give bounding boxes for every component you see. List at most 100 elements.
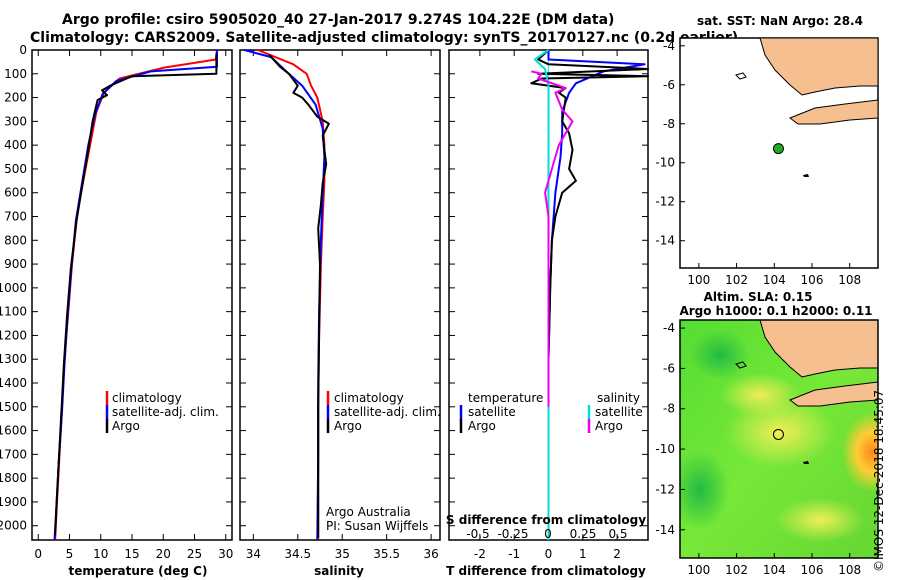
salinity-x-ticks: 34 34.5 35 35.5 36 bbox=[246, 50, 439, 561]
map-y-tick-label: -8 bbox=[663, 117, 675, 131]
legend-label-argo: Argo bbox=[334, 419, 362, 433]
legend-label-s-satellite: satellite bbox=[595, 405, 643, 419]
difference-x-tick-label: 2 bbox=[613, 547, 621, 561]
depth-tick-label: 1200 bbox=[0, 328, 27, 342]
temperature-x-tick-label: 5 bbox=[66, 547, 74, 561]
plot-title-line-1: Argo profile: csiro 5905020_40 27-Jan-20… bbox=[62, 12, 615, 28]
map-y-tick-label: -4 bbox=[663, 39, 675, 53]
difference-xlabel: T difference from climatology bbox=[446, 564, 646, 578]
depth-tick-label: 100 bbox=[4, 67, 27, 81]
sla-map-title-2: Argo h1000: 0.1 h2000: 0.11 bbox=[679, 304, 872, 318]
map-y-tick-label: -8 bbox=[663, 402, 675, 416]
plot-title-line-2: Climatology: CARS2009. Satellite-adjuste… bbox=[30, 30, 739, 46]
legend-label-s-argo: Argo bbox=[595, 419, 623, 433]
difference-profiles bbox=[530, 49, 649, 540]
profile-location-marker bbox=[772, 143, 784, 155]
map-y-tick-label: -4 bbox=[663, 321, 675, 335]
salinity-difference-tick-label: 0.5 bbox=[608, 527, 627, 541]
salinity-x-tick-label: 34 bbox=[246, 547, 261, 561]
salinity-difference-tick-label: -0.5 bbox=[466, 527, 489, 541]
legend-label-satellite: satellite-adj. clim. bbox=[334, 405, 441, 419]
island-contour bbox=[735, 361, 747, 369]
temperature-x-tick-label: 10 bbox=[93, 547, 108, 561]
sst-map-ticks: 100 102 104 106 108 -4 -6 -8 -10 -12 -14 bbox=[655, 39, 861, 287]
depth-tick-label: 1500 bbox=[0, 400, 27, 414]
difference-x-tick-label: 0 bbox=[545, 547, 553, 561]
sla-warm-region bbox=[775, 498, 865, 542]
depth-axis: 0 100 200 300 400 500 600 700 800 900 1000 1100 1200… bbox=[0, 43, 648, 533]
temperature-line-climatology bbox=[54, 49, 218, 541]
depth-tick-label: 1000 bbox=[0, 281, 27, 295]
legend-label-climatology: climatology bbox=[334, 391, 404, 405]
difference-line-salinity-satellite bbox=[533, 49, 550, 540]
depth-tick-label: 1700 bbox=[0, 447, 27, 461]
map-x-tick-label: 104 bbox=[763, 563, 786, 577]
depth-tick-label: 1800 bbox=[0, 471, 27, 485]
map-y-tick-label: -14 bbox=[655, 523, 675, 537]
map-x-tick-label: 102 bbox=[725, 273, 748, 287]
difference-line-salinity-argo bbox=[531, 70, 574, 407]
christmas-island bbox=[803, 461, 809, 464]
legend-label-t-satellite: satellite bbox=[468, 405, 516, 419]
sst-map-title: sat. SST: NaN Argo: 28.4 bbox=[697, 14, 863, 28]
java-land bbox=[788, 99, 878, 125]
salinity-difference-tick-label: 0.25 bbox=[570, 527, 597, 541]
depth-tick-label: 1900 bbox=[0, 495, 27, 509]
map-x-tick-label: 108 bbox=[838, 563, 861, 577]
temperature-profiles bbox=[53, 49, 218, 541]
sla-low-region bbox=[690, 330, 750, 380]
map-x-tick-label: 104 bbox=[763, 273, 786, 287]
christmas-island bbox=[803, 174, 809, 177]
difference-x-ticks: -2 -1 0 1 2 bbox=[474, 50, 621, 561]
map-x-tick-label: 106 bbox=[801, 273, 824, 287]
temperature-line-argo bbox=[54, 53, 218, 536]
temperature-x-tick-label: 0 bbox=[34, 547, 42, 561]
difference-line-temperature-argo bbox=[530, 49, 649, 536]
sst-map-land bbox=[712, 38, 878, 177]
legend-label-argo: Argo bbox=[112, 419, 140, 433]
salinity-difference-ticks: -0.5 -0.25 0 0.25 0.5 bbox=[466, 527, 627, 541]
salinity-legend: climatology satellite-adj. clim. Argo bbox=[326, 391, 441, 433]
difference-x-tick-label: 1 bbox=[579, 547, 587, 561]
map-y-tick-label: -14 bbox=[655, 234, 675, 248]
depth-tick-label: 800 bbox=[4, 233, 27, 247]
salinity-x-tick-label: 35.5 bbox=[373, 547, 400, 561]
salinity-profiles bbox=[244, 49, 330, 541]
profile-location-marker bbox=[772, 428, 784, 440]
temperature-line-satellite-adj-clim- bbox=[53, 50, 218, 541]
salinity-difference-tick-label: -0.25 bbox=[497, 527, 528, 541]
difference-x-tick-label: -1 bbox=[508, 547, 520, 561]
legend-label-satellite: satellite-adj. clim. bbox=[112, 405, 219, 419]
temperature-x-tick-label: 20 bbox=[156, 547, 171, 561]
map-y-tick-label: -12 bbox=[655, 482, 675, 496]
sla-map-title-1: Altim. SLA: 0.15 bbox=[704, 290, 813, 304]
legend-label-climatology: climatology bbox=[112, 391, 182, 405]
java-land bbox=[788, 381, 878, 407]
legend-heading-temperature: temperature bbox=[468, 391, 543, 405]
salinity-difference-tick-label: 0 bbox=[544, 527, 552, 541]
temperature-x-tick-label: 15 bbox=[124, 547, 139, 561]
sumatra-land bbox=[712, 38, 878, 96]
copyright-stamp: ©IMOS 12-Dec-2018 18:45:07 bbox=[872, 389, 886, 572]
legend-label-t-argo: Argo bbox=[468, 419, 496, 433]
sla-map-frame bbox=[679, 319, 879, 559]
map-y-tick-label: -12 bbox=[655, 195, 675, 209]
difference-x-tick-label: -2 bbox=[474, 547, 486, 561]
legend-heading-salinity: salinity bbox=[597, 391, 640, 405]
depth-tick-label: 2000 bbox=[0, 519, 27, 533]
depth-tick-label: 700 bbox=[4, 210, 27, 224]
map-x-tick-label: 100 bbox=[687, 273, 710, 287]
depth-tick-label: 200 bbox=[4, 91, 27, 105]
temperature-panel-frame bbox=[31, 49, 233, 541]
temperature-x-ticks: 0 5 10 15 20 25 30 bbox=[34, 50, 233, 561]
depth-tick-label: 0 bbox=[19, 43, 27, 57]
map-y-tick-label: -10 bbox=[655, 156, 675, 170]
sumatra-land bbox=[712, 320, 878, 378]
salinity-panel-frame bbox=[239, 49, 441, 541]
salinity-line-argo bbox=[268, 54, 330, 538]
sla-low-region bbox=[680, 450, 730, 530]
map-x-tick-label: 106 bbox=[801, 563, 824, 577]
depth-tick-label: 600 bbox=[4, 186, 27, 200]
depth-tick-label: 300 bbox=[4, 114, 27, 128]
